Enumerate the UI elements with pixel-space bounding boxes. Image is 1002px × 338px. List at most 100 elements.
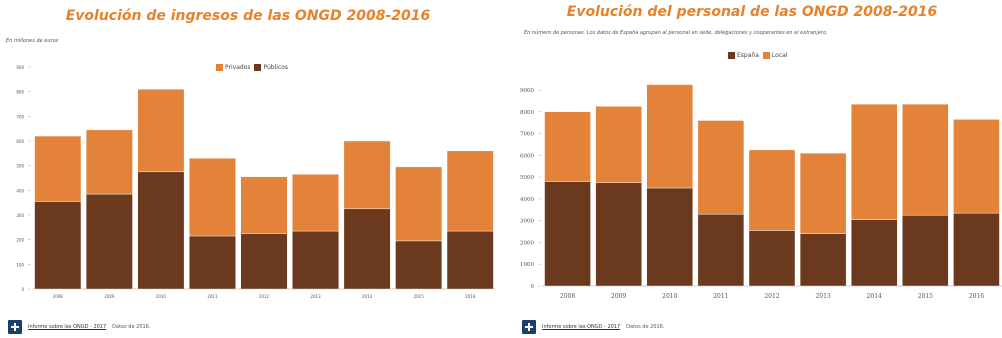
bar-local-2010 bbox=[646, 84, 693, 189]
bar-privados-2010 bbox=[137, 88, 185, 173]
legend-label-local: Local bbox=[771, 52, 788, 59]
y-tick-label: 7000 bbox=[520, 132, 534, 138]
bar-espana-2011 bbox=[697, 213, 745, 287]
staff-chart-title: Evolución del personal de las ONGD 2008-… bbox=[566, 4, 938, 20]
y-tick-label: 1000 bbox=[520, 262, 534, 268]
bar-local-2015 bbox=[902, 103, 949, 216]
bar-espana-2013 bbox=[799, 233, 847, 287]
bar-local-2014 bbox=[851, 103, 898, 220]
ongd-logo-icon bbox=[8, 320, 22, 334]
x-tick-label: 2010 bbox=[662, 293, 677, 300]
x-tick-label: 2011 bbox=[207, 294, 218, 299]
bar-publicos-2008 bbox=[34, 201, 82, 290]
income-chart-footer: Informe sobre las ONGD - 2017 Datos de 2… bbox=[8, 320, 150, 334]
x-tick-label: 2010 bbox=[156, 294, 167, 299]
x-tick-label: 2013 bbox=[815, 293, 830, 300]
x-tick-label: 2015 bbox=[918, 293, 933, 300]
staff-report-link[interactable]: Informe sobre las ONGD - 2017 bbox=[542, 324, 621, 330]
bar-local-2012 bbox=[748, 149, 796, 231]
y-tick-label: 800 bbox=[16, 90, 24, 95]
y-tick-label: 3000 bbox=[520, 219, 534, 225]
y-tick-label: 600 bbox=[16, 139, 24, 144]
y-tick-label: 0 bbox=[21, 287, 24, 292]
x-tick-label: 2011 bbox=[713, 293, 728, 300]
bar-publicos-2009 bbox=[85, 193, 133, 290]
bar-espana-2012 bbox=[748, 230, 796, 287]
income-chart-subtitle: En millones de euros bbox=[6, 38, 59, 44]
y-tick-label: 200 bbox=[16, 238, 24, 243]
y-tick-label: 4000 bbox=[520, 197, 534, 203]
bar-publicos-2010 bbox=[137, 171, 185, 290]
x-tick-label: 2008 bbox=[560, 293, 575, 300]
x-tick-label: 2016 bbox=[465, 294, 476, 299]
y-tick-label: 400 bbox=[16, 188, 24, 193]
staff-footer-note: Datos de 2016. bbox=[626, 324, 665, 330]
bar-espana-2009 bbox=[595, 182, 642, 287]
staff-chart-footer: Informe sobre las ONGD - 2017 Datos de 2… bbox=[522, 320, 664, 334]
income-footer-note: Datos de 2016. bbox=[112, 324, 151, 330]
bar-espana-2008 bbox=[544, 181, 591, 287]
x-tick-label: 2009 bbox=[104, 294, 115, 299]
bar-privados-2011 bbox=[189, 158, 236, 237]
bar-publicos-2015 bbox=[395, 240, 443, 290]
bar-publicos-2011 bbox=[189, 235, 236, 290]
legend-swatch-publicos bbox=[254, 64, 262, 71]
y-tick-label: 100 bbox=[16, 262, 24, 267]
x-tick-label: 2014 bbox=[362, 294, 373, 299]
legend-label-espana: España bbox=[737, 52, 759, 59]
bar-publicos-2016 bbox=[446, 230, 494, 290]
bar-espana-2016 bbox=[953, 212, 1000, 287]
y-tick-label: 6000 bbox=[520, 153, 534, 159]
bar-privados-2015 bbox=[395, 166, 443, 242]
y-tick-label: 0 bbox=[531, 284, 535, 290]
bar-local-2016 bbox=[953, 119, 1000, 214]
legend-swatch-local bbox=[762, 52, 770, 59]
income-chart-svg: 0 100 200 300 400 500 600 700 800 900 2008 2009 2010… bbox=[16, 65, 496, 299]
x-tick-label: 2012 bbox=[764, 293, 779, 300]
bar-privados-2013 bbox=[292, 174, 339, 232]
y-tick-label: 300 bbox=[16, 213, 24, 218]
y-tick-label: 5000 bbox=[520, 175, 534, 181]
y-tick-label: 8000 bbox=[520, 110, 534, 116]
y-tick-label: 700 bbox=[16, 114, 24, 119]
legend-label-publicos: Públicos bbox=[263, 64, 289, 71]
y-tick-label: 2000 bbox=[520, 240, 534, 246]
bar-local-2013 bbox=[799, 152, 847, 234]
bar-local-2011 bbox=[697, 120, 745, 215]
legend-label-privados: Privados bbox=[225, 64, 251, 71]
staff-chart-svg: 0 1000 2000 3000 4000 5000 6000 7000 8000 9000 200… bbox=[520, 84, 1002, 300]
x-tick-label: 2008 bbox=[53, 294, 64, 299]
legend-swatch-privados bbox=[216, 64, 223, 71]
bar-espana-2015 bbox=[902, 215, 949, 287]
x-tick-label: 2015 bbox=[414, 294, 425, 299]
bar-publicos-2012 bbox=[240, 233, 288, 290]
income-chart-title: Evolución de ingresos de las ONGD 2008-2… bbox=[65, 8, 431, 24]
legend-swatch-espana bbox=[728, 52, 735, 59]
bar-privados-2012 bbox=[240, 176, 288, 234]
bar-privados-2016 bbox=[446, 150, 494, 232]
x-tick-label: 2012 bbox=[259, 294, 270, 299]
income-report-link[interactable]: Informe sobre las ONGD - 2017 bbox=[28, 324, 107, 330]
income-chart-panel: Evolución de ingresos de las ONGD 2008-2… bbox=[0, 0, 496, 338]
bar-local-2009 bbox=[595, 106, 642, 183]
x-tick-label: 2016 bbox=[969, 293, 984, 300]
y-tick-label: 900 bbox=[16, 65, 24, 70]
y-tick-label: 500 bbox=[16, 164, 24, 169]
x-tick-label: 2013 bbox=[310, 294, 321, 299]
bar-espana-2010 bbox=[646, 187, 693, 287]
y-tick-label: 9000 bbox=[520, 88, 534, 94]
bar-local-2008 bbox=[544, 111, 591, 182]
staff-chart-subtitle: En número de personas. Los datos de Espa… bbox=[524, 30, 828, 36]
bar-espana-2014 bbox=[851, 219, 898, 287]
x-tick-label: 2009 bbox=[611, 293, 626, 300]
ongd-logo-icon bbox=[522, 320, 536, 334]
staff-chart-panel: Evolución del personal de las ONGD 2008-… bbox=[502, 0, 1002, 338]
staff-legend: España Local bbox=[728, 52, 787, 59]
x-tick-label: 2014 bbox=[867, 293, 882, 300]
bar-publicos-2014 bbox=[343, 208, 391, 290]
bar-privados-2008 bbox=[34, 135, 82, 202]
income-legend: Privados Públicos bbox=[216, 64, 288, 71]
bar-publicos-2013 bbox=[292, 230, 339, 290]
bar-privados-2009 bbox=[85, 129, 133, 195]
bar-privados-2014 bbox=[343, 140, 391, 210]
